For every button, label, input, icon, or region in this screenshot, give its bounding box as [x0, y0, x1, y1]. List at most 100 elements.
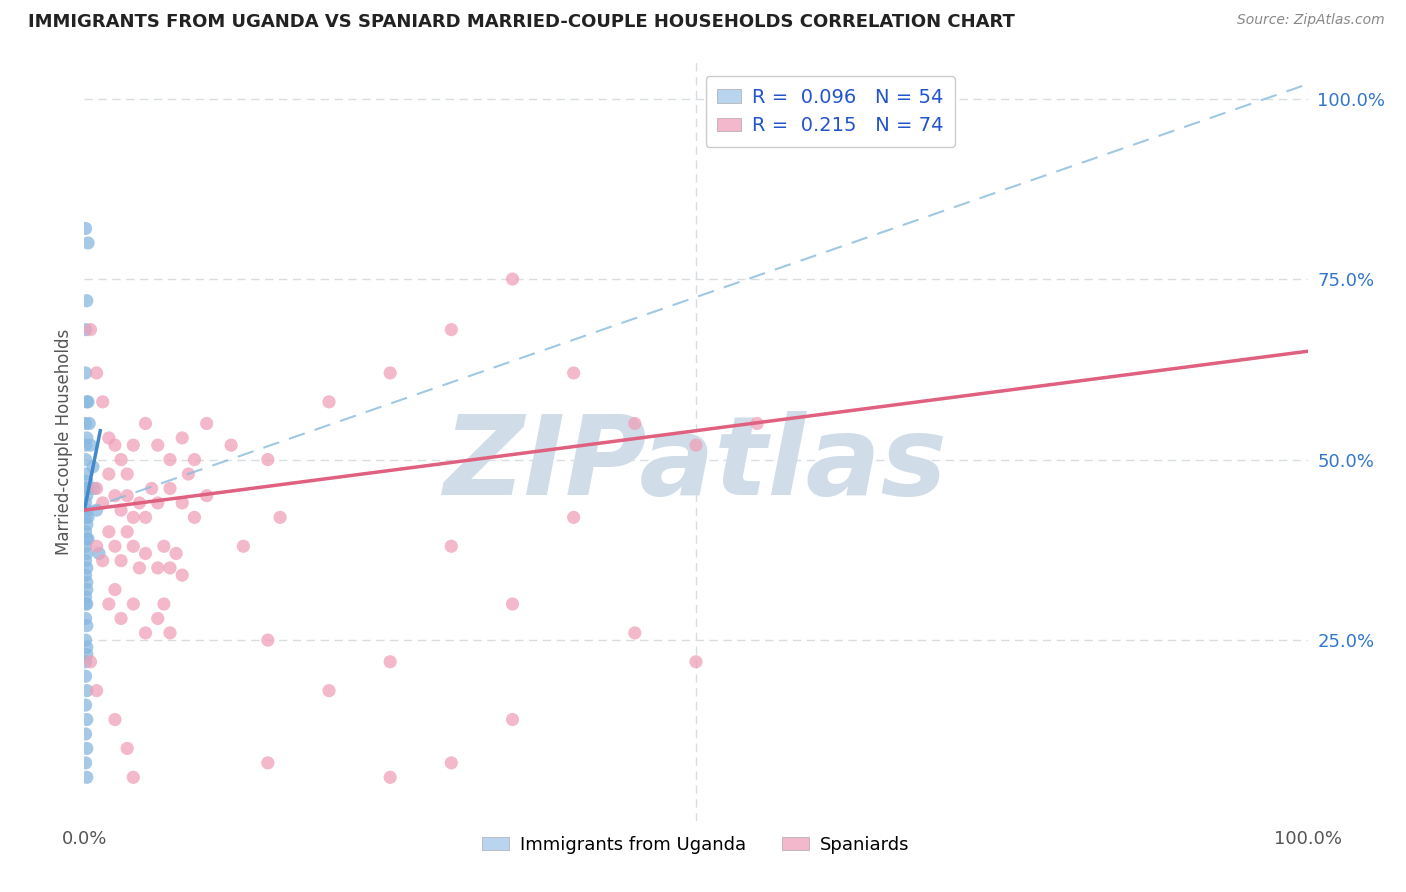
Point [76, 475, 98, 489]
Point [75, 510, 97, 524]
Point [97, 524, 120, 539]
Point [115, 524, 138, 539]
Point [76, 503, 98, 517]
Point [76, 546, 98, 560]
Point [380, 366, 402, 380]
Point [79, 655, 101, 669]
Point [76, 489, 98, 503]
Point [75, 323, 97, 337]
Point [83, 482, 105, 496]
Point [115, 489, 138, 503]
Point [76, 713, 98, 727]
Point [128, 496, 150, 510]
Point [257, 756, 280, 770]
Point [183, 452, 205, 467]
Point [172, 568, 194, 582]
Point [380, 655, 402, 669]
Point [219, 438, 242, 452]
Point [153, 539, 176, 553]
Point [75, 496, 97, 510]
Point [75, 756, 97, 770]
Point [440, 539, 463, 553]
Point [76, 683, 98, 698]
Point [135, 546, 157, 560]
Point [75, 597, 97, 611]
Point [75, 554, 97, 568]
Point [91, 394, 114, 409]
Point [75, 669, 97, 683]
Point [104, 539, 127, 553]
Point [257, 452, 280, 467]
Point [269, 510, 291, 524]
Point [86, 539, 108, 553]
Point [82, 459, 104, 474]
Point [77, 235, 100, 250]
Point [440, 756, 463, 770]
Point [685, 438, 707, 452]
Point [195, 417, 218, 431]
Point [440, 323, 463, 337]
Point [318, 394, 340, 409]
Point [76, 582, 98, 597]
Point [76, 597, 98, 611]
Point [77, 394, 100, 409]
Point [685, 655, 707, 669]
Point [91, 496, 114, 510]
Point [76, 741, 98, 756]
Point [86, 366, 108, 380]
Text: IMMIGRANTS FROM UGANDA VS SPANIARD MARRIED-COUPLE HOUSEHOLDS CORRELATION CHART: IMMIGRANTS FROM UGANDA VS SPANIARD MARRI… [28, 13, 1015, 31]
Point [146, 438, 169, 452]
Point [76, 532, 98, 546]
Point [122, 438, 145, 452]
Legend: Immigrants from Uganda, Spaniards: Immigrants from Uganda, Spaniards [475, 829, 917, 861]
Point [77, 482, 100, 496]
Point [318, 683, 340, 698]
Point [76, 431, 98, 445]
Point [146, 561, 169, 575]
Point [97, 467, 120, 481]
Point [110, 503, 132, 517]
Point [75, 452, 97, 467]
Point [165, 546, 187, 560]
Point [97, 431, 120, 445]
Point [104, 713, 127, 727]
Point [86, 482, 108, 496]
Point [76, 648, 98, 662]
Point [159, 561, 181, 575]
Point [77, 510, 100, 524]
Text: ZIPatlas: ZIPatlas [444, 411, 948, 517]
Point [110, 452, 132, 467]
Point [195, 489, 218, 503]
Point [75, 482, 97, 496]
Point [747, 417, 769, 431]
Point [104, 489, 127, 503]
Point [87, 546, 110, 560]
Point [115, 741, 138, 756]
Point [562, 366, 585, 380]
Point [75, 568, 97, 582]
Point [76, 575, 98, 590]
Point [146, 496, 169, 510]
Point [97, 597, 120, 611]
Point [159, 482, 181, 496]
Point [141, 482, 163, 496]
Point [380, 770, 402, 784]
Point [122, 539, 145, 553]
Point [75, 467, 97, 481]
Point [76, 561, 98, 575]
Point [232, 539, 254, 553]
Point [135, 626, 157, 640]
Point [624, 417, 647, 431]
Point [502, 597, 524, 611]
Point [76, 618, 98, 632]
Point [128, 561, 150, 575]
Point [75, 611, 97, 625]
Point [91, 554, 114, 568]
Point [104, 438, 127, 452]
Point [172, 496, 194, 510]
Point [562, 510, 585, 524]
Point [86, 683, 108, 698]
Point [115, 467, 138, 481]
Point [110, 554, 132, 568]
Point [75, 366, 97, 380]
